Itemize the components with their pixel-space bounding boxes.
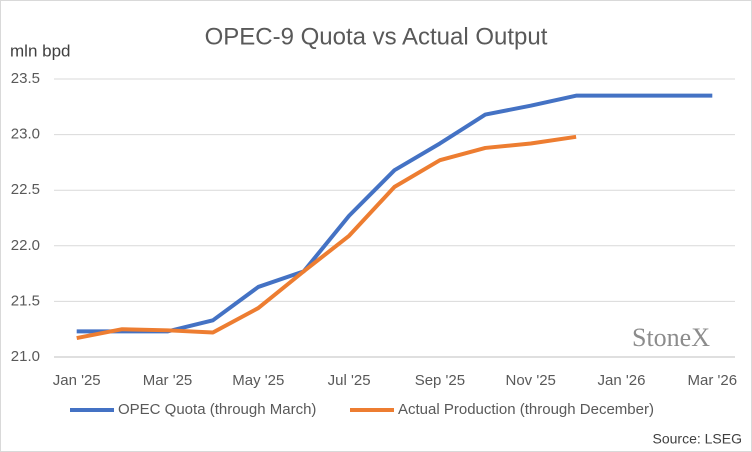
source: Source: LSEG <box>653 431 743 447</box>
series-line <box>76 134 577 341</box>
y-tick-label: 22.0 <box>11 237 40 254</box>
x-tick-label: Nov '25 <box>506 372 556 389</box>
legend-label: OPEC Quota (through March) <box>118 401 316 418</box>
x-tick-label: Sep '25 <box>415 372 465 389</box>
legend-label: Actual Production (through December) <box>398 401 654 418</box>
x-tick-label: Jan '26 <box>598 372 646 389</box>
x-tick-label: Jul '25 <box>328 372 371 389</box>
y-tick-label: 23.5 <box>11 70 40 87</box>
watermark: StoneX <box>632 323 710 352</box>
x-tick-label: Mar '26 <box>688 372 738 389</box>
x-tick-label: Mar '25 <box>143 372 193 389</box>
x-tick-label: Jan '25 <box>53 372 101 389</box>
y-tick-label: 21.0 <box>11 348 40 365</box>
x-tick-label: May '25 <box>232 372 284 389</box>
y-tick-label: 21.5 <box>11 292 40 309</box>
y-tick-label: 22.5 <box>11 181 40 198</box>
y-tick-label: 23.0 <box>11 126 40 143</box>
chart-title: OPEC-9 Quota vs Actual Output <box>205 23 548 50</box>
y-axis-label: mln bpd <box>10 41 70 60</box>
series-line <box>76 93 713 334</box>
